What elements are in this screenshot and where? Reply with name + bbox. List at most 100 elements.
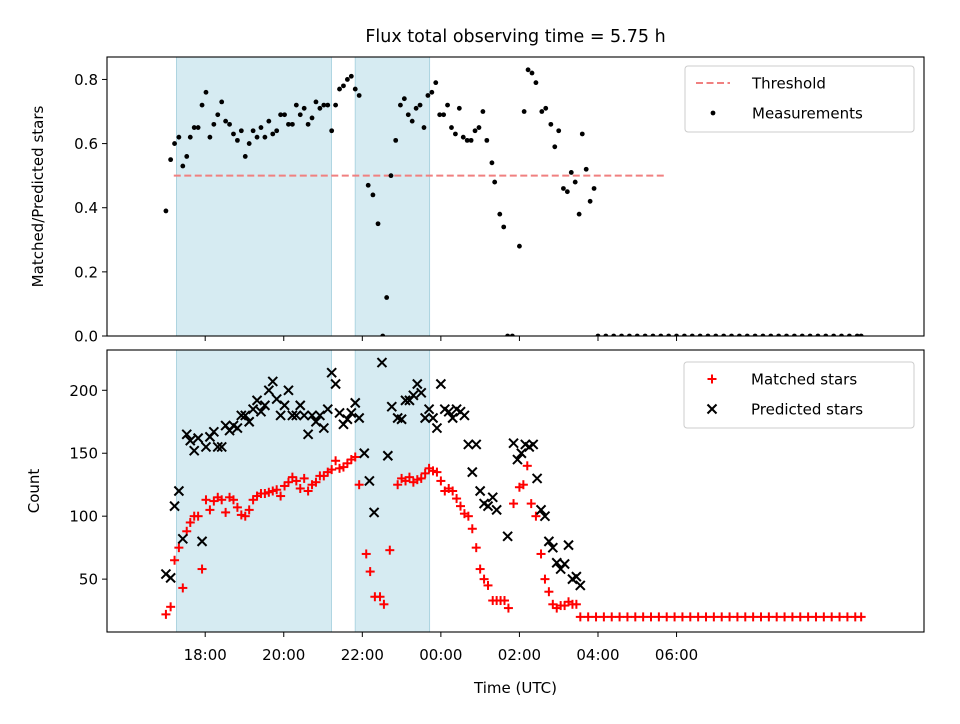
data-point (587, 198, 593, 204)
data-point (487, 492, 498, 503)
data-point (484, 137, 490, 143)
x-tick-label: 18:00 (184, 646, 227, 664)
data-point (732, 612, 742, 622)
y-tick-label: 0.0 (74, 328, 98, 346)
data-point (238, 128, 244, 134)
legend: Threshold Measurements (684, 65, 915, 133)
data-point (376, 357, 388, 368)
data-point (417, 102, 423, 108)
data-point (432, 467, 442, 477)
data-point (431, 422, 443, 434)
data-point (388, 173, 394, 179)
data-point (255, 406, 267, 417)
data-point (547, 542, 559, 553)
data-point (223, 118, 229, 124)
data-point (368, 507, 380, 518)
data-point (398, 102, 403, 108)
data-point (539, 109, 545, 114)
data-point (382, 450, 394, 461)
data-point (317, 105, 323, 111)
series-predicted-stars (160, 357, 586, 591)
data-point (283, 385, 294, 396)
data-point (359, 448, 370, 459)
data-point (563, 539, 574, 551)
data-point (505, 333, 511, 336)
data-point (536, 549, 546, 559)
data-point (295, 400, 306, 411)
shaded-interval (354, 57, 431, 336)
data-point (531, 511, 541, 521)
data-point (212, 441, 223, 453)
data-point (176, 134, 182, 140)
data-point (576, 211, 582, 217)
data-point (384, 295, 390, 300)
series-matched-stars (161, 452, 866, 622)
data-point (842, 612, 852, 622)
data-point (181, 429, 192, 440)
data-point (595, 333, 601, 336)
data-point (509, 333, 515, 336)
data-point (232, 422, 243, 434)
data-point (380, 333, 386, 336)
data-point (482, 500, 494, 512)
data-point (858, 333, 864, 336)
data-point (291, 410, 302, 421)
data-point (760, 333, 766, 336)
x-tick-label: 06:00 (655, 646, 698, 664)
data-point (489, 160, 495, 166)
data-point (571, 571, 582, 582)
data-point (433, 80, 439, 86)
data-point (267, 376, 278, 387)
data-point (386, 401, 397, 412)
data-point (365, 182, 371, 188)
data-point (815, 333, 821, 336)
data-point (449, 125, 454, 130)
data-point (803, 612, 813, 622)
data-point (286, 121, 291, 127)
data-point (463, 439, 474, 450)
data-point (200, 441, 212, 453)
legend-label: Threshold (751, 75, 826, 93)
data-point (309, 115, 315, 121)
data-point (471, 543, 481, 553)
data-point (791, 333, 797, 336)
data-point (168, 157, 174, 163)
y-tick-label: 150 (69, 445, 98, 463)
x-axis-label: Time (UTC) (473, 679, 557, 697)
data-point (409, 118, 415, 124)
data-point (685, 612, 695, 622)
data-point (709, 612, 719, 622)
top-panel-ratio: 0.0 0.2 0.4 0.6 0.8 Matched/Predicted stars Th… (29, 56, 925, 346)
x-tick-label: 00:00 (419, 646, 462, 664)
data-point (436, 476, 446, 486)
data-point (464, 137, 470, 143)
data-point (459, 410, 470, 421)
legend-marker (706, 403, 718, 415)
data-point (705, 333, 711, 336)
data-point (279, 400, 290, 411)
data-point (215, 112, 221, 118)
y-tick-label: 0.2 (74, 263, 98, 281)
data-point (274, 128, 280, 134)
data-point (331, 456, 341, 466)
data-point (467, 524, 477, 534)
data-point (173, 485, 185, 497)
legend-box (683, 361, 915, 429)
data-point (527, 439, 539, 450)
data-point (744, 333, 750, 336)
chart-title: Flux total observing time = 5.75 h (365, 27, 665, 47)
data-point (364, 475, 375, 487)
data-point (169, 500, 180, 512)
data-point (258, 125, 264, 130)
data-point (827, 612, 837, 622)
data-point (535, 504, 547, 516)
data-point (445, 102, 450, 108)
data-point (334, 407, 345, 419)
data-point (772, 612, 782, 622)
data-point (729, 333, 734, 336)
data-point (491, 504, 502, 516)
data-point (522, 461, 532, 471)
data-point (350, 452, 360, 462)
data-point (163, 208, 169, 214)
